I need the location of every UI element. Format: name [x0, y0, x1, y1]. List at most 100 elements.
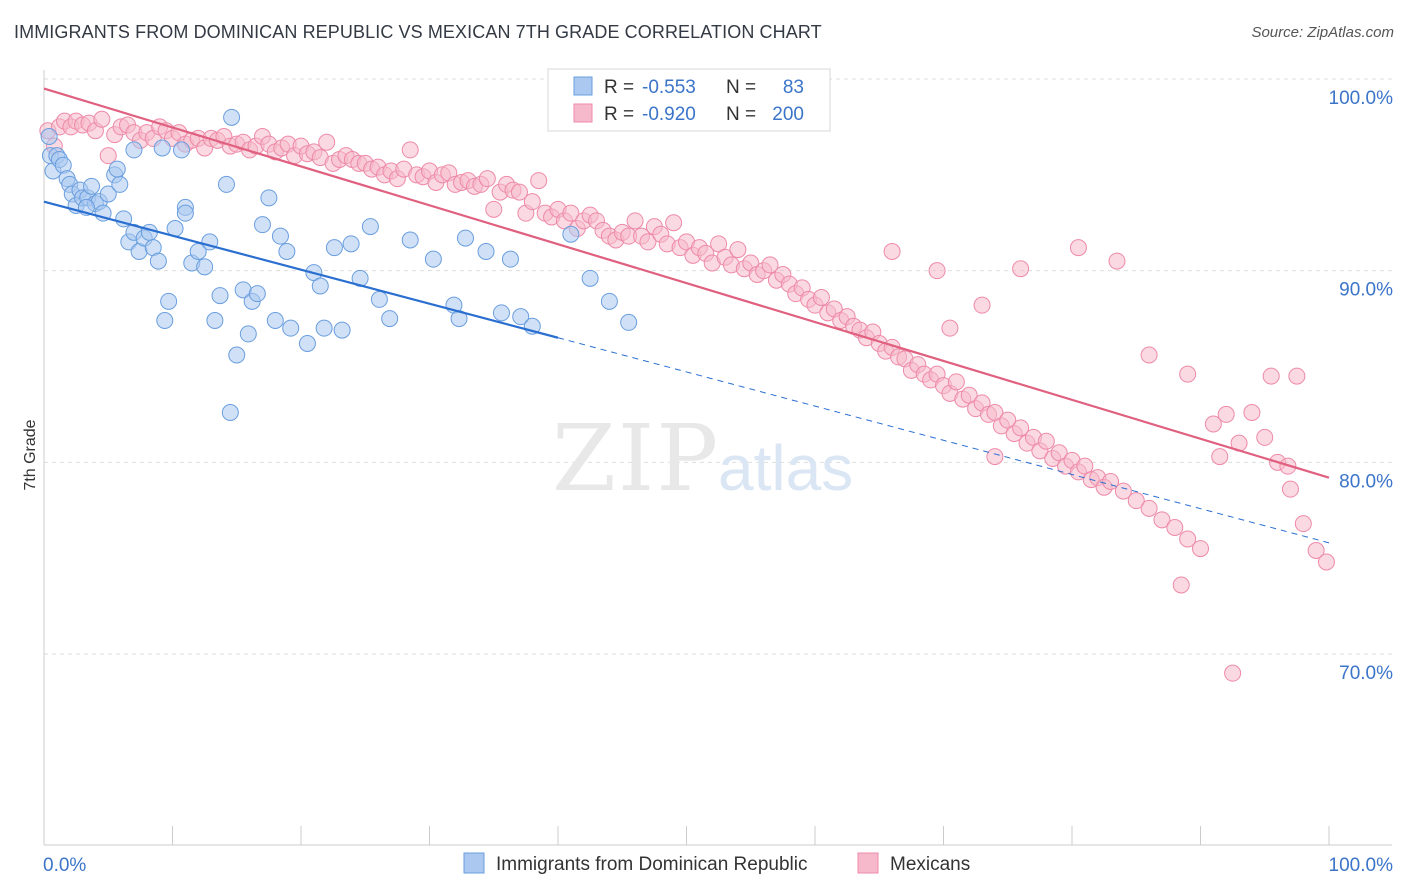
point-dominican — [83, 177, 101, 195]
point-dominican — [217, 175, 235, 193]
point-mexican — [318, 133, 336, 151]
point-mexican — [1037, 432, 1055, 450]
point-mexican — [1262, 367, 1280, 385]
source-credit: Source: ZipAtlas.com — [1251, 24, 1394, 41]
point-mexican — [1069, 239, 1087, 257]
point-dominican — [342, 235, 360, 253]
point-mexican — [1166, 519, 1184, 536]
legend-bottom-swatch-pink — [857, 852, 879, 874]
point-mexican — [1211, 448, 1229, 466]
legend-n-value-1: 83 — [783, 77, 804, 98]
trend-lines — [43, 87, 1330, 544]
point-dominican — [172, 141, 190, 159]
point-dominican — [160, 292, 178, 310]
point-mexican — [93, 110, 111, 128]
legend-bottom-label-2: Mexicans — [890, 854, 970, 875]
trend-line-dominican-extrapolated — [557, 337, 1330, 544]
point-dominican — [271, 227, 289, 245]
point-dominican — [424, 250, 442, 268]
point-mexican — [562, 204, 580, 222]
point-dominican — [211, 287, 229, 305]
point-dominican — [99, 185, 117, 203]
point-dominican — [228, 346, 246, 364]
chart-title: IMMIGRANTS FROM DOMINICAN REPUBLIC VS ME… — [14, 22, 822, 42]
point-dominican — [149, 252, 167, 270]
point-dominican — [361, 218, 379, 236]
point-dominican — [253, 216, 271, 234]
point-dominican — [600, 292, 618, 310]
point-mexican — [1153, 511, 1171, 529]
point-dominican — [620, 313, 638, 331]
point-dominican — [196, 258, 214, 276]
point-mexican — [1317, 553, 1335, 571]
point-dominican — [153, 139, 171, 157]
point-dominican — [311, 277, 329, 295]
point-mexican — [1204, 415, 1222, 433]
point-dominican — [156, 312, 174, 329]
point-mexican — [1012, 419, 1030, 437]
point-mexican — [1256, 428, 1274, 446]
point-mexican — [1179, 530, 1197, 548]
watermark: ZIP atlas — [552, 405, 853, 512]
point-mexican — [626, 212, 644, 230]
point-mexican — [1307, 542, 1325, 559]
point-mexican — [729, 241, 747, 259]
point-dominican — [501, 250, 519, 268]
point-dominican — [456, 229, 474, 247]
legend-swatch-blue — [573, 76, 593, 96]
point-dominican — [562, 225, 580, 243]
point-mexican — [1172, 576, 1190, 594]
point-dominican — [477, 243, 495, 260]
point-mexican — [1140, 499, 1158, 517]
point-mexican — [986, 448, 1004, 466]
legend-n-label-1: N = — [726, 77, 756, 98]
legend-n-value-2: 200 — [772, 104, 804, 125]
point-dominican — [248, 285, 266, 303]
point-mexican — [1108, 252, 1126, 270]
point-mexican — [928, 262, 946, 280]
data-points — [39, 108, 1335, 682]
legend-r-label-1: R = — [604, 77, 634, 98]
point-mexican — [523, 193, 541, 211]
point-dominican — [581, 269, 599, 287]
point-mexican — [1140, 346, 1158, 364]
point-dominican — [223, 108, 241, 126]
grid-lines — [44, 78, 1392, 655]
point-mexican — [665, 214, 683, 232]
point-dominican — [333, 321, 351, 339]
legend-n-label-2: N = — [726, 104, 756, 125]
point-mexican — [1288, 367, 1306, 385]
y-tick-label: 100.0% — [1329, 88, 1394, 109]
point-mexican — [1114, 482, 1132, 500]
point-dominican — [221, 404, 239, 421]
legend-swatch-pink — [573, 103, 593, 123]
point-dominican — [108, 160, 126, 178]
point-dominican — [140, 223, 158, 241]
point-dominican — [370, 290, 388, 308]
x-tick-label-min: 0.0% — [43, 855, 86, 876]
legend-r-value-1: -0.553 — [642, 77, 696, 98]
point-mexican — [530, 172, 548, 190]
point-mexican — [947, 373, 965, 391]
trend-line-mexican — [43, 87, 1330, 479]
point-dominican — [266, 312, 284, 329]
y-tick-label: 70.0% — [1339, 663, 1393, 684]
point-mexican — [1243, 404, 1261, 421]
point-mexican — [812, 289, 830, 306]
y-tick-label: 90.0% — [1339, 280, 1393, 301]
point-dominican — [315, 319, 333, 337]
point-mexican — [510, 183, 528, 201]
point-mexican — [1294, 515, 1312, 533]
point-mexican — [401, 141, 419, 159]
point-mexican — [1127, 492, 1145, 510]
point-dominican — [381, 310, 399, 328]
point-dominican — [239, 325, 257, 343]
point-mexican — [1217, 405, 1235, 423]
x-tick-label-max: 100.0% — [1329, 855, 1394, 876]
point-mexican — [761, 256, 779, 274]
legend-bottom-swatch-blue — [463, 852, 485, 874]
point-dominican — [282, 319, 300, 337]
legend-r-value-2: -0.920 — [642, 104, 696, 125]
point-dominican — [111, 175, 129, 193]
